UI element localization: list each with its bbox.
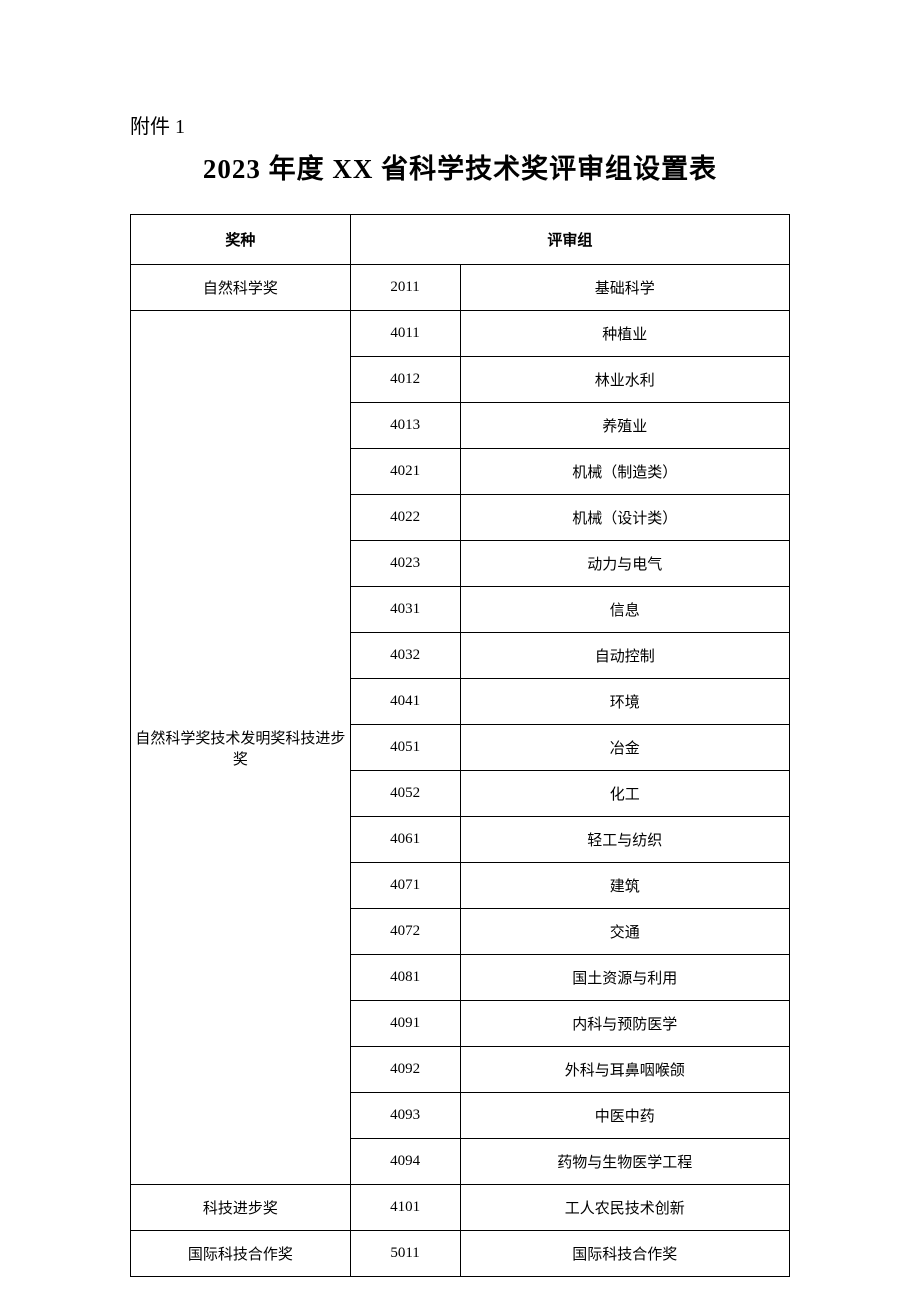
name-cell: 国土资源与利用 [460, 955, 790, 1001]
name-cell: 冶金 [460, 725, 790, 771]
name-cell: 环境 [460, 679, 790, 725]
code-cell: 4052 [350, 771, 460, 817]
code-cell: 4094 [350, 1139, 460, 1185]
name-cell: 中医中药 [460, 1093, 790, 1139]
category-cell: 自然科学奖 [131, 265, 351, 311]
code-cell: 4051 [350, 725, 460, 771]
name-cell: 动力与电气 [460, 541, 790, 587]
code-cell: 4022 [350, 495, 460, 541]
name-cell: 建筑 [460, 863, 790, 909]
code-cell: 4092 [350, 1047, 460, 1093]
table-row: 自然科学奖技术发明奖科技进步奖4011种植业 [131, 311, 790, 357]
code-cell: 4071 [350, 863, 460, 909]
page-title: 2023 年度 XX 省科学技术奖评审组设置表 [130, 147, 790, 186]
name-cell: 国际科技合作奖 [460, 1231, 790, 1277]
name-cell: 基础科学 [460, 265, 790, 311]
code-cell: 4013 [350, 403, 460, 449]
code-cell: 4021 [350, 449, 460, 495]
table-row: 国际科技合作奖5011国际科技合作奖 [131, 1231, 790, 1277]
review-groups-table: 奖种 评审组 自然科学奖2011基础科学自然科学奖技术发明奖科技进步奖4011种… [130, 214, 790, 1277]
name-cell: 交通 [460, 909, 790, 955]
table-row: 科技进步奖4101工人农民技术创新 [131, 1185, 790, 1231]
code-cell: 4091 [350, 1001, 460, 1047]
table-header-row: 奖种 评审组 [131, 215, 790, 265]
code-cell: 4081 [350, 955, 460, 1001]
code-cell: 4041 [350, 679, 460, 725]
code-cell: 5011 [350, 1231, 460, 1277]
name-cell: 内科与预防医学 [460, 1001, 790, 1047]
name-cell: 轻工与纺织 [460, 817, 790, 863]
table-row: 自然科学奖2011基础科学 [131, 265, 790, 311]
header-group: 评审组 [350, 215, 789, 265]
code-cell: 4072 [350, 909, 460, 955]
code-cell: 4011 [350, 311, 460, 357]
code-cell: 4012 [350, 357, 460, 403]
name-cell: 药物与生物医学工程 [460, 1139, 790, 1185]
name-cell: 外科与耳鼻咽喉颌 [460, 1047, 790, 1093]
code-cell: 4031 [350, 587, 460, 633]
code-cell: 4032 [350, 633, 460, 679]
name-cell: 机械（设计类） [460, 495, 790, 541]
name-cell: 养殖业 [460, 403, 790, 449]
code-cell: 4101 [350, 1185, 460, 1231]
category-cell: 科技进步奖 [131, 1185, 351, 1231]
name-cell: 种植业 [460, 311, 790, 357]
attachment-label: 附件 1 [130, 110, 790, 139]
category-cell: 自然科学奖技术发明奖科技进步奖 [131, 311, 351, 1185]
code-cell: 4061 [350, 817, 460, 863]
code-cell: 4093 [350, 1093, 460, 1139]
name-cell: 自动控制 [460, 633, 790, 679]
name-cell: 林业水利 [460, 357, 790, 403]
name-cell: 工人农民技术创新 [460, 1185, 790, 1231]
code-cell: 4023 [350, 541, 460, 587]
name-cell: 信息 [460, 587, 790, 633]
header-category: 奖种 [131, 215, 351, 265]
table-body: 自然科学奖2011基础科学自然科学奖技术发明奖科技进步奖4011种植业4012林… [131, 265, 790, 1277]
name-cell: 机械（制造类） [460, 449, 790, 495]
code-cell: 2011 [350, 265, 460, 311]
category-cell: 国际科技合作奖 [131, 1231, 351, 1277]
name-cell: 化工 [460, 771, 790, 817]
